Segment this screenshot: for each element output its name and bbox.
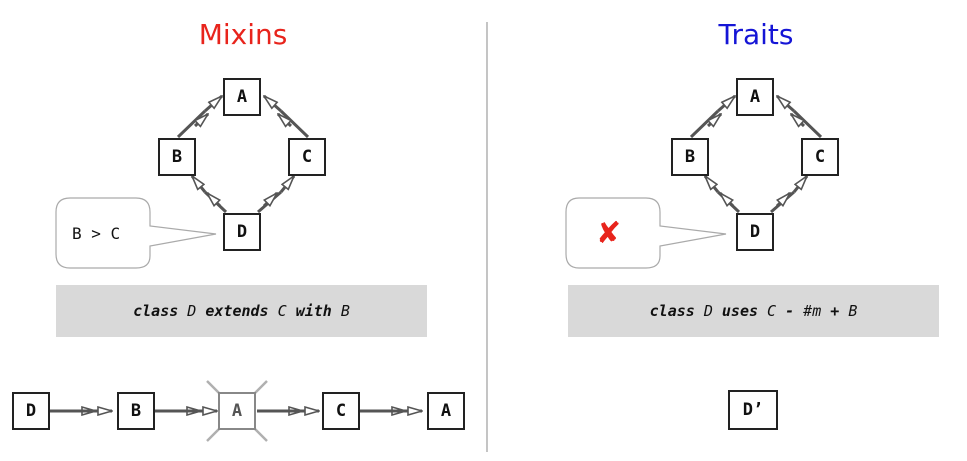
traits-node-c: C [801, 138, 839, 176]
code-text: B [331, 302, 350, 320]
traits-node-a: A [736, 78, 774, 116]
traits-code-bar: class D uses C - #m + B [568, 285, 939, 337]
code-text: C [268, 302, 296, 320]
traits-inheritance-edges [689, 96, 823, 214]
code-operator: - [785, 302, 795, 320]
linearization-node-c: C [322, 392, 360, 430]
linearization-node-a: A [427, 392, 465, 430]
traits-node-b: B [671, 138, 709, 176]
mixins-bubble-text: B > C [72, 223, 121, 243]
linearization-node-d: D [12, 392, 50, 430]
mixins-title: Mixins [198, 18, 288, 51]
code-keyword: class [133, 302, 179, 320]
mixins-node-a: A [223, 78, 261, 116]
mixins-node-c: C [288, 138, 326, 176]
code-keyword: class [649, 302, 695, 320]
mixins-node-d: D [223, 213, 261, 251]
code-text: D [178, 302, 206, 320]
mixins-speech-bubble [55, 197, 217, 269]
traits-title: Traits [718, 18, 794, 51]
code-keyword: extends [205, 302, 269, 320]
traits-speech-bubble [565, 197, 727, 269]
code-text: C [758, 302, 786, 320]
mixins-code-bar: class D extends C with B [56, 285, 427, 337]
linearization-node-a-removed: A [218, 392, 256, 430]
mixins-node-b: B [158, 138, 196, 176]
traits-bubble-cross-mark: ✘ [596, 215, 622, 251]
code-text: B [839, 302, 858, 320]
code-keyword: uses [721, 302, 759, 320]
code-text: D [694, 302, 722, 320]
code-text: #m [794, 302, 831, 320]
linearization-node-b: B [117, 392, 155, 430]
mixins-inheritance-edges [176, 96, 310, 214]
code-operator: + [830, 302, 840, 320]
code-keyword: with [295, 302, 332, 320]
traits-node-d: D [736, 213, 774, 251]
traits-result-node: D’ [728, 390, 778, 430]
